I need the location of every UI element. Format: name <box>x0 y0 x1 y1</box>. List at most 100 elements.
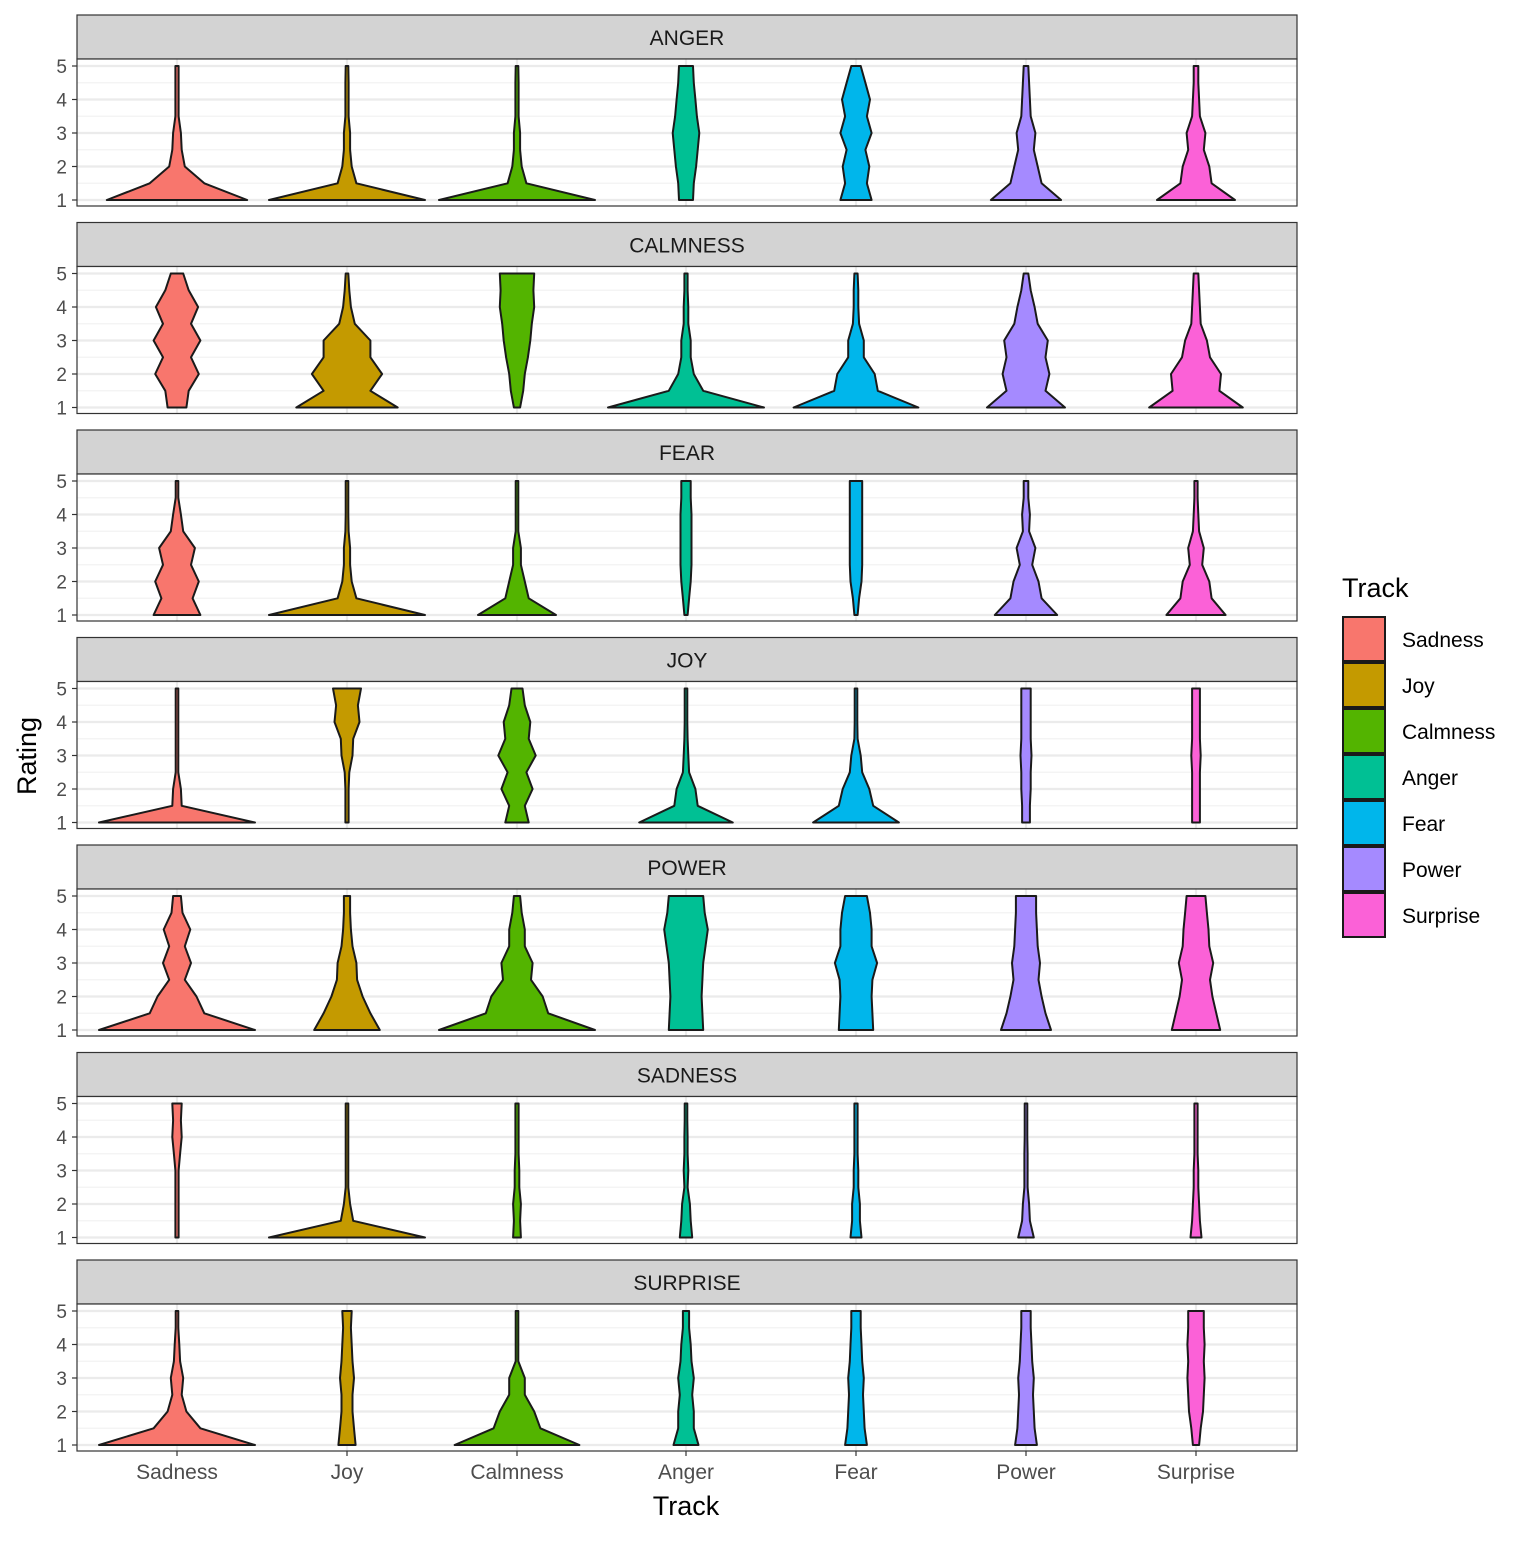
y-tick-label: 5 <box>56 57 67 78</box>
panel-sadness: SADNESS 1 2 3 4 5 <box>56 1051 1298 1250</box>
violin-surprise-fear <box>844 1310 868 1446</box>
panel-joy: JOY 1 2 3 4 5 <box>56 636 1298 835</box>
x-tick-label-joy: Joy <box>331 1461 364 1484</box>
violin-power-power <box>1000 895 1052 1031</box>
y-tick-label: 4 <box>56 298 67 319</box>
violin-calmness-calmness <box>498 272 536 409</box>
violin-sadness-power <box>1017 1102 1035 1239</box>
y-tick-label: 3 <box>56 954 67 975</box>
legend-label-joy: Joy <box>1402 675 1435 698</box>
violin-joy-calmness <box>497 687 537 824</box>
violin-surprise-anger <box>672 1310 700 1446</box>
strip-label: POWER <box>647 857 726 880</box>
violin-anger-anger <box>671 65 701 201</box>
strip-label: FEAR <box>659 442 715 465</box>
panel-fear: FEAR 1 2 3 4 5 <box>56 429 1298 627</box>
panels-layer: ANGER 1 2 3 4 5 CALMNESS 1 2 3 4 5 FEAR 1 2 3 4 5 JOY 1 2 3 4 5… <box>56 14 1298 1457</box>
violin-anger-power <box>989 65 1063 201</box>
y-tick-label: 2 <box>56 1195 67 1216</box>
violin-power-sadness <box>98 895 256 1031</box>
y-tick-label: 1 <box>56 1229 67 1250</box>
violin-anger-fear <box>839 65 873 201</box>
y-tick-label: 5 <box>56 265 67 286</box>
violin-sadness-anger <box>678 1102 694 1239</box>
y-tick-label: 1 <box>56 606 67 627</box>
violin-anger-sadness <box>105 65 249 201</box>
x-tick-label-surprise: Surprise <box>1157 1461 1235 1484</box>
strip-background <box>76 429 1298 475</box>
violin-fear-joy <box>268 480 426 616</box>
strip-background <box>76 14 1298 60</box>
violin-fear-sadness <box>152 480 202 616</box>
strip-background <box>76 1051 1298 1098</box>
x-tick-label-sadness: Sadness <box>136 1461 218 1484</box>
x-axis-title: Track <box>653 1491 720 1521</box>
violin-anger-joy <box>268 65 426 201</box>
violin-sadness-surprise <box>1189 1102 1203 1239</box>
violin-fear-calmness <box>477 480 557 616</box>
violin-fear-surprise <box>1165 480 1227 616</box>
strip-label: SURPRISE <box>633 1272 740 1295</box>
legend-key-calmness <box>1342 708 1386 754</box>
x-tick-label-power: Power <box>996 1461 1056 1484</box>
violin-surprise-joy <box>337 1310 357 1446</box>
legend-label-calmness: Calmness <box>1402 721 1495 744</box>
x-tick-label-fear: Fear <box>834 1461 877 1484</box>
violin-surprise-calmness <box>453 1310 581 1446</box>
y-tick-label: 5 <box>56 1095 67 1116</box>
panel-surprise: SURPRISE 1 2 3 4 5 <box>56 1259 1298 1457</box>
strip-background <box>76 221 1298 268</box>
violin-surprise-sadness <box>98 1310 256 1446</box>
violin-calmness-power <box>986 272 1066 409</box>
y-tick-label: 1 <box>56 399 67 420</box>
violin-fear-power <box>993 480 1059 616</box>
panel-power: POWER 1 2 3 4 5 <box>56 844 1298 1042</box>
strip-label: CALMNESS <box>629 235 745 258</box>
y-axis-title: Rating <box>12 717 42 795</box>
violin-surprise-surprise <box>1186 1310 1206 1446</box>
legend-key-anger <box>1342 754 1386 800</box>
strip-label: ANGER <box>650 27 725 50</box>
violin-joy-anger <box>638 687 734 824</box>
violin-sadness-calmness <box>512 1102 522 1239</box>
x-tick-label-anger: Anger <box>658 1461 714 1484</box>
violin-anger-calmness <box>438 65 596 201</box>
y-tick-label: 2 <box>56 365 67 386</box>
y-tick-label: 2 <box>56 780 67 801</box>
violin-calmness-fear <box>792 272 920 409</box>
legend-label-surprise: Surprise <box>1402 905 1480 928</box>
violin-joy-surprise <box>1190 687 1202 824</box>
legend-label-anger: Anger <box>1402 767 1458 790</box>
y-tick-label: 2 <box>56 158 67 179</box>
y-tick-label: 4 <box>56 921 67 942</box>
y-tick-label: 2 <box>56 573 67 594</box>
violin-surprise-power <box>1014 1310 1038 1446</box>
y-tick-label: 4 <box>56 91 67 112</box>
panel-anger: ANGER 1 2 3 4 5 <box>56 14 1298 212</box>
violin-joy-fear <box>812 687 900 824</box>
violin-power-calmness <box>438 895 596 1031</box>
legend-key-surprise <box>1342 892 1386 938</box>
violin-sadness-sadness <box>171 1102 183 1239</box>
y-tick-label: 1 <box>56 1436 67 1457</box>
violin-calmness-surprise <box>1148 272 1244 409</box>
y-tick-label: 3 <box>56 1369 67 1390</box>
y-tick-label: 5 <box>56 887 67 908</box>
y-tick-label: 5 <box>56 680 67 701</box>
violin-power-joy <box>313 895 381 1031</box>
strip-label: SADNESS <box>637 1065 737 1088</box>
y-tick-label: 2 <box>56 988 67 1009</box>
violin-calmness-anger <box>607 272 765 409</box>
violin-joy-power <box>1019 687 1033 824</box>
y-tick-label: 2 <box>56 1403 67 1424</box>
legend-key-joy <box>1342 662 1386 708</box>
legend-label-fear: Fear <box>1402 813 1445 836</box>
violin-joy-sadness <box>98 687 256 824</box>
violin-power-anger <box>663 895 709 1031</box>
legend-title: Track <box>1342 573 1409 603</box>
strip-label: JOY <box>667 650 708 673</box>
x-axis: Sadness Joy Calmness Anger Fear Power Surprise <box>136 1451 1235 1484</box>
y-tick-label: 1 <box>56 191 67 212</box>
